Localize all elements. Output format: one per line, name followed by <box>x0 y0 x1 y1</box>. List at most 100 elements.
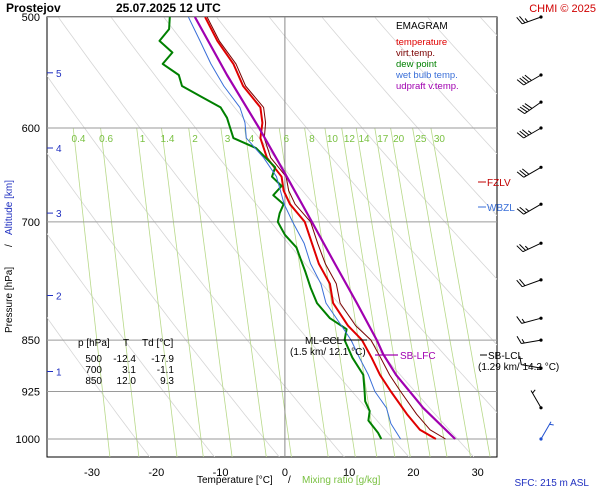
wet-bulb-line <box>187 17 402 440</box>
wind-barb <box>516 126 543 139</box>
mixing-ratio-line <box>412 127 471 457</box>
x-axis-label-separator: / <box>288 475 291 486</box>
mixing-ratio-label: 0.4 <box>72 134 86 145</box>
virtual-temperature-line <box>206 17 446 440</box>
altitude-tick-label: 5 <box>56 69 62 80</box>
mixing-ratio-label: 30 <box>434 134 446 145</box>
wind-barb <box>516 202 543 215</box>
table-head-t: T <box>123 338 129 349</box>
legend: EMAGRAM temperature virt.temp. dew point… <box>395 21 459 92</box>
dry-adiabat-line <box>216 17 497 346</box>
wind-barb <box>519 356 543 370</box>
wind-barb <box>516 316 543 324</box>
dry-adiabats <box>47 17 600 457</box>
mixing-ratio-label: 1.4 <box>161 134 175 145</box>
temperature-tick-label: -30 <box>84 467 100 479</box>
mixing-ratio-label: 1 <box>140 134 146 145</box>
dry-adiabat-line <box>57 17 410 457</box>
dry-adiabat-line <box>479 17 497 36</box>
x-axis-label-mixing-ratio: Mixing ratio [g/kg] <box>302 475 381 486</box>
wind-barb <box>516 241 543 253</box>
table-row-p: 850 <box>85 376 102 387</box>
y-axis-label-separator: / <box>4 244 15 247</box>
mixing-ratio-line <box>355 127 411 457</box>
x-axis-title: Temperature [°C] / Mixing ratio [g/kg] <box>197 475 381 486</box>
legend-title: EMAGRAM <box>396 21 448 32</box>
isobars <box>47 17 497 440</box>
mixing-ratio-label: 14 <box>358 134 370 145</box>
dry-adiabat-line <box>321 17 497 217</box>
mixing-ratio-line <box>374 127 431 457</box>
mixing-ratio-label: 8 <box>309 134 315 145</box>
mixing-ratio-line <box>100 127 140 457</box>
ml-ccl-detail: (1.5 km/ 12.1 °C) <box>290 347 366 358</box>
mixing-ratio-label: 12 <box>344 134 356 145</box>
temperature-tick-label: -10 <box>213 467 229 479</box>
mixing-ratio-line <box>341 127 396 457</box>
table-head-td: Td [°C] <box>142 338 173 349</box>
mixing-ratio-label: 10 <box>327 134 339 145</box>
altitude-tick-label: 4 <box>56 144 62 155</box>
wind-barbs <box>516 15 554 441</box>
copyright-label: CHMI © 2025 <box>529 3 596 15</box>
legend-temperature: temperature <box>396 37 447 48</box>
level-table: p [hPa] T Td [°C] 500 -12.4 -17.9 700 3.… <box>78 338 174 387</box>
wind-barb <box>530 389 543 410</box>
dew-point-line <box>158 17 383 440</box>
temperature-tick-label: 20 <box>407 467 419 479</box>
pressure-tick-label: 600 <box>22 123 40 135</box>
mixing-ratio-line <box>188 127 233 457</box>
ml-ccl-label: ML-CCL <box>305 336 343 347</box>
mixing-ratio-line <box>304 127 356 457</box>
temperature-line <box>204 17 437 440</box>
station-name: Prostejov <box>6 1 61 15</box>
wbzl-label: WBZL <box>487 203 515 214</box>
table-row-p: 500 <box>85 354 102 365</box>
temperature-tick-label: 10 <box>343 467 355 479</box>
dry-adiabat-line <box>163 17 497 414</box>
sb-lcl-detail: (1.29 km/ 14.2 °C) <box>478 362 559 373</box>
dry-adiabat-line <box>47 75 345 457</box>
x-axis-label-temperature: Temperature [°C] <box>197 475 273 486</box>
sb-lfc-label: SB-LFC <box>400 351 436 362</box>
dry-adiabat-line <box>586 17 600 457</box>
mixing-ratio-label: 2 <box>192 134 198 145</box>
y-axis-label-altitude: Altitude [km] <box>4 180 15 235</box>
mixing-ratio-label: 20 <box>393 134 405 145</box>
updraft-virtual-temperature-line <box>193 17 456 440</box>
table-row-t: -12.4 <box>113 354 136 365</box>
temperature-tick-label: -20 <box>148 467 164 479</box>
altitude-tick-label: 1 <box>56 368 62 379</box>
level-annotations: ML-CCL (1.5 km/ 12.1 °C) SB-LFC SB-LCL (… <box>290 178 559 373</box>
temperature-tick-label: 0 <box>282 467 288 479</box>
legend-virt-temp: virt.temp. <box>396 48 435 59</box>
dry-adiabat-line <box>47 316 151 457</box>
table-row-t: 3.1 <box>122 365 136 376</box>
dry-adiabat-line <box>110 17 475 457</box>
dry-adiabat-line <box>268 17 497 280</box>
dry-adiabat-line <box>47 152 280 457</box>
mixing-ratio-line <box>136 127 178 457</box>
temperature-tick-label: 30 <box>472 467 484 479</box>
pressure-tick-label: 500 <box>22 12 40 24</box>
altitude-tick-label: 3 <box>56 209 62 220</box>
wind-barb <box>516 278 543 288</box>
mixing-ratio-line <box>72 127 111 457</box>
mixing-ratio-label: 3 <box>225 134 231 145</box>
table-row-td: -1.1 <box>157 365 175 376</box>
mixing-ratio-label: 0.6 <box>99 134 113 145</box>
pressure-tick-label: 925 <box>22 387 40 399</box>
fzlv-label: FZLV <box>487 178 511 189</box>
legend-dew-point: dew point <box>396 59 437 70</box>
wind-barb <box>516 15 543 25</box>
wind-barb <box>516 165 543 178</box>
plot-area <box>46 16 600 458</box>
legend-wet-bulb: wet bulb temp. <box>395 70 458 81</box>
wind-barb <box>517 100 543 115</box>
pressure-tick-label: 700 <box>22 217 40 229</box>
altitude-tick-label: 2 <box>56 292 62 303</box>
mixing-ratio-label: 25 <box>415 134 427 145</box>
mixing-ratio-line <box>161 127 204 457</box>
surface-elevation-label: SFC: 215 m ASL <box>515 478 590 489</box>
mixing-ratio-line <box>430 127 491 457</box>
